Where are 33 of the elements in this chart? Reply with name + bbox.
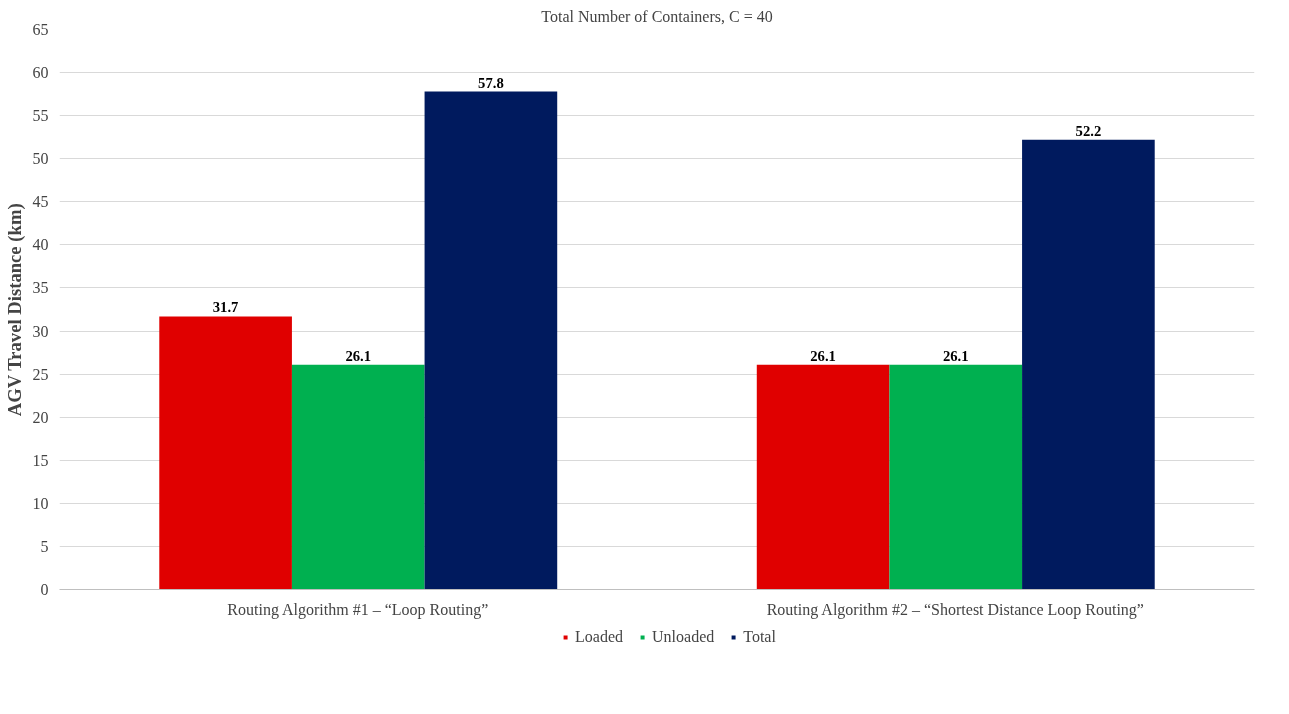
legend-label: Loaded [575, 628, 624, 646]
bar [424, 91, 558, 590]
y-tick-label: 15 [32, 451, 49, 469]
chart-title: Total Number of Containers, C = 40 [541, 7, 773, 25]
y-tick-label: 0 [40, 581, 49, 598]
y-tick-label: 25 [32, 365, 49, 383]
data-label: 26.1 [942, 347, 969, 364]
y-tick-label: 60 [32, 64, 49, 82]
y-axis-title: AGV Travel Distance (km) [3, 203, 26, 417]
bar [1022, 139, 1155, 590]
data-label: 26.1 [345, 347, 372, 364]
bar [291, 364, 425, 590]
y-tick-label: 35 [32, 279, 49, 297]
y-tick-label: 40 [32, 236, 49, 254]
x-tick-label: Routing Algorithm #2 – “Shortest Distance Loop Routing” [766, 600, 1144, 619]
y-tick-label: 45 [32, 193, 49, 211]
x-tick-label: Routing Algorithm #1 – “Loop Routing” [227, 600, 489, 619]
data-label: 26.1 [810, 347, 836, 364]
legend-label: Total [743, 628, 776, 646]
y-tick-label: 20 [32, 408, 49, 426]
bar [756, 364, 890, 590]
data-label: 31.7 [212, 299, 239, 316]
data-label: 57.8 [478, 74, 504, 91]
y-tick-label: 50 [32, 150, 49, 168]
bar [889, 364, 1023, 590]
legend-label: Unloaded [652, 628, 715, 646]
y-tick-label: 5 [40, 537, 49, 555]
y-tick-label: 30 [32, 322, 49, 340]
bar [159, 316, 292, 590]
data-label: 52.2 [1075, 122, 1102, 139]
y-tick-label: 65 [32, 21, 49, 38]
y-tick-label: 10 [32, 494, 49, 512]
y-tick-label: 55 [32, 107, 49, 125]
